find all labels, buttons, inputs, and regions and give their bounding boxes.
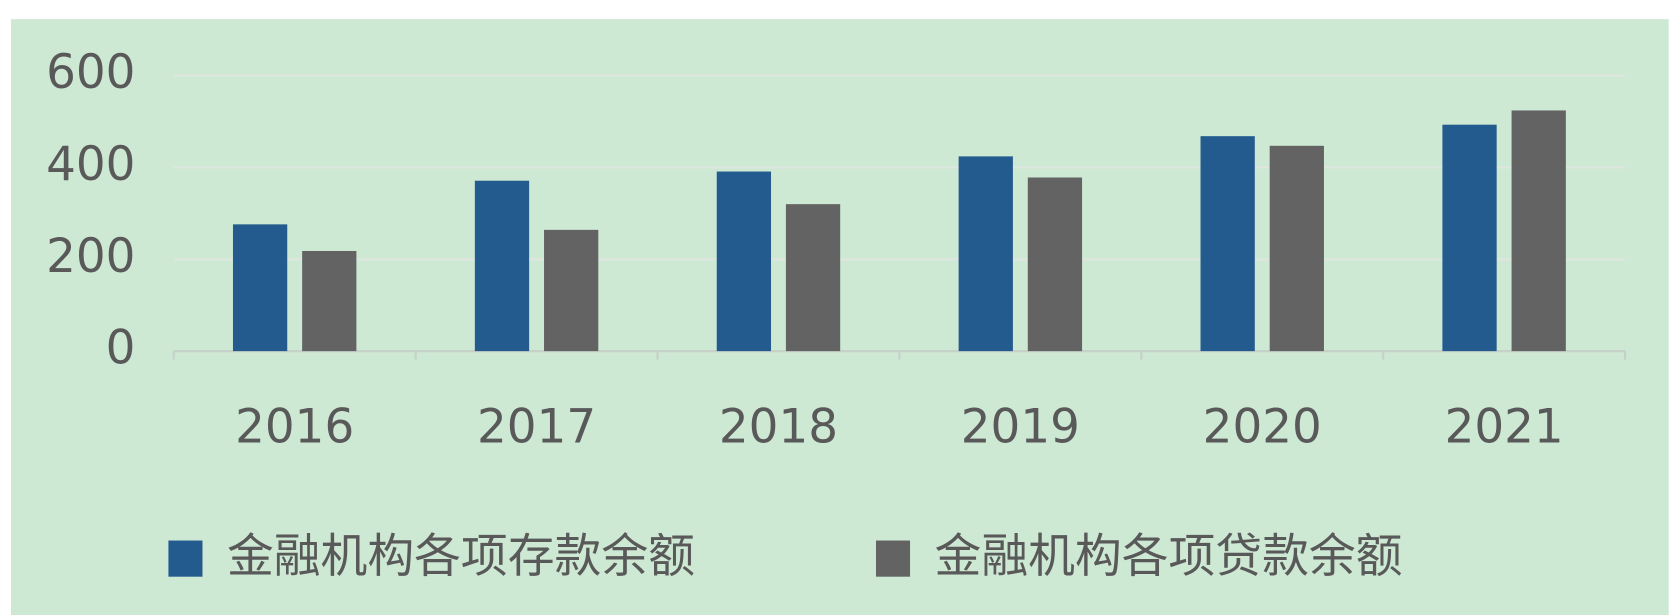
legend-label: 金融机构各项贷款余额 (935, 530, 1403, 584)
bar (1442, 124, 1497, 352)
y-tick-label: 400 (46, 138, 135, 192)
bar (785, 204, 841, 352)
bar (1027, 177, 1083, 352)
bar (958, 156, 1013, 352)
x-tick-label: 2016 (235, 400, 354, 454)
x-tick-label: 2021 (1445, 400, 1564, 454)
y-tick-label: 0 (106, 322, 136, 376)
legend-swatch (168, 540, 203, 577)
x-tick-label: 2020 (1203, 400, 1322, 454)
bar (716, 171, 772, 352)
legend-label: 金融机构各项存款余额 (227, 530, 695, 584)
bar (544, 229, 599, 352)
bar (1200, 136, 1255, 352)
bar (1269, 145, 1324, 352)
x-tick-label: 2019 (961, 400, 1080, 454)
bar (232, 224, 288, 352)
y-tick-label: 600 (46, 46, 135, 100)
y-tick-label: 200 (46, 230, 135, 284)
bar (302, 250, 357, 352)
x-tick-label: 2018 (719, 400, 838, 454)
legend-swatch (875, 540, 911, 577)
bar (474, 180, 530, 352)
bar (1511, 110, 1566, 352)
x-tick-label: 2017 (477, 400, 596, 454)
